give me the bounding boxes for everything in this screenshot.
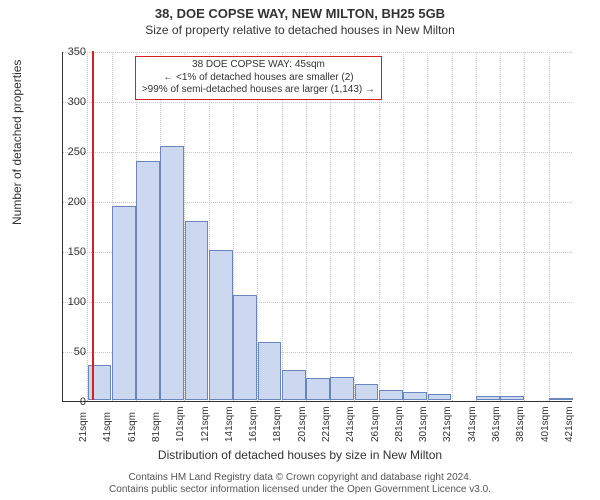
plot-region [62, 52, 572, 402]
x-tick-label: 401sqm [540, 406, 551, 442]
y-tick-label: 100 [46, 296, 86, 308]
gridline-h [63, 152, 572, 153]
annot-line3: >99% of semi-detached houses are larger … [142, 84, 375, 95]
bar [112, 206, 136, 400]
x-tick-label: 121sqm [200, 406, 211, 442]
bar [403, 392, 427, 400]
gridline-v [427, 52, 428, 401]
bar [88, 365, 112, 400]
gridline-v [354, 52, 355, 401]
footer-line1: Contains HM Land Registry data © Crown c… [128, 472, 471, 483]
x-tick-label: 341sqm [467, 406, 478, 442]
x-tick-label: 221sqm [321, 406, 332, 442]
gridline-v [476, 52, 477, 401]
y-tick-label: 50 [46, 346, 86, 358]
chart-container: 38, DOE COPSE WAY, NEW MILTON, BH25 5GB … [0, 0, 600, 500]
bar [428, 394, 452, 400]
y-tick-label: 300 [46, 96, 86, 108]
chart-area: 38 DOE COPSE WAY: 45sqm ← <1% of detache… [62, 52, 572, 402]
annotation-box: 38 DOE COPSE WAY: 45sqm ← <1% of detache… [135, 56, 382, 100]
page-title: 38, DOE COPSE WAY, NEW MILTON, BH25 5GB [0, 0, 600, 21]
x-tick-label: 361sqm [491, 406, 502, 442]
annot-line1: 38 DOE COPSE WAY: 45sqm [192, 59, 325, 70]
x-tick-label: 261sqm [370, 406, 381, 442]
x-tick-label: 301sqm [418, 406, 429, 442]
x-tick-label: 321sqm [442, 406, 453, 442]
gridline-v [306, 52, 307, 401]
annot-line2: ← <1% of detached houses are smaller (2) [163, 72, 353, 83]
x-tick-label: 381sqm [515, 406, 526, 442]
bar [549, 398, 573, 400]
bar [379, 390, 403, 400]
footer: Contains HM Land Registry data © Crown c… [0, 472, 600, 496]
y-tick-label: 150 [46, 246, 86, 258]
gridline-v [500, 52, 501, 401]
x-tick-label: 421sqm [564, 406, 575, 442]
x-tick-label: 161sqm [248, 406, 259, 442]
gridline-v [379, 52, 380, 401]
bar [233, 295, 257, 400]
y-tick-label: 350 [46, 46, 86, 58]
gridline-v [524, 52, 525, 401]
gridline-v [403, 52, 404, 401]
gridline-v [282, 52, 283, 401]
marker-line [92, 51, 94, 400]
x-tick-label: 181sqm [272, 406, 283, 442]
gridline-v [452, 52, 453, 401]
x-tick-label: 101sqm [175, 406, 186, 442]
gridline-h [63, 102, 572, 103]
x-tick-label: 281sqm [394, 406, 405, 442]
x-axis-label: Distribution of detached houses by size … [0, 448, 600, 462]
bar [476, 396, 500, 400]
y-tick-label: 200 [46, 196, 86, 208]
bar [355, 384, 379, 400]
gridline-v [549, 52, 550, 401]
gridline-h [63, 52, 572, 53]
footer-line2: Contains public sector information licen… [109, 484, 491, 495]
y-tick-label: 0 [46, 396, 86, 408]
bar [209, 250, 233, 400]
y-axis-label: Number of detached properties [10, 60, 24, 225]
x-tick-label: 141sqm [224, 406, 235, 442]
bar [282, 370, 306, 400]
page-subtitle: Size of property relative to detached ho… [0, 21, 600, 41]
x-tick-label: 81sqm [151, 412, 162, 442]
x-tick-label: 241sqm [345, 406, 356, 442]
bar [185, 221, 209, 400]
bar [160, 146, 184, 400]
gridline-v [330, 52, 331, 401]
x-tick-label: 201sqm [297, 406, 308, 442]
x-tick-label: 61sqm [127, 412, 138, 442]
y-tick-label: 250 [46, 146, 86, 158]
bar [306, 378, 330, 400]
gridline-v [87, 52, 88, 401]
bar [258, 342, 282, 400]
x-tick-label: 41sqm [102, 412, 113, 442]
bar [500, 396, 524, 400]
bar [330, 377, 354, 400]
bar [136, 161, 160, 400]
x-tick-label: 21sqm [78, 412, 89, 442]
